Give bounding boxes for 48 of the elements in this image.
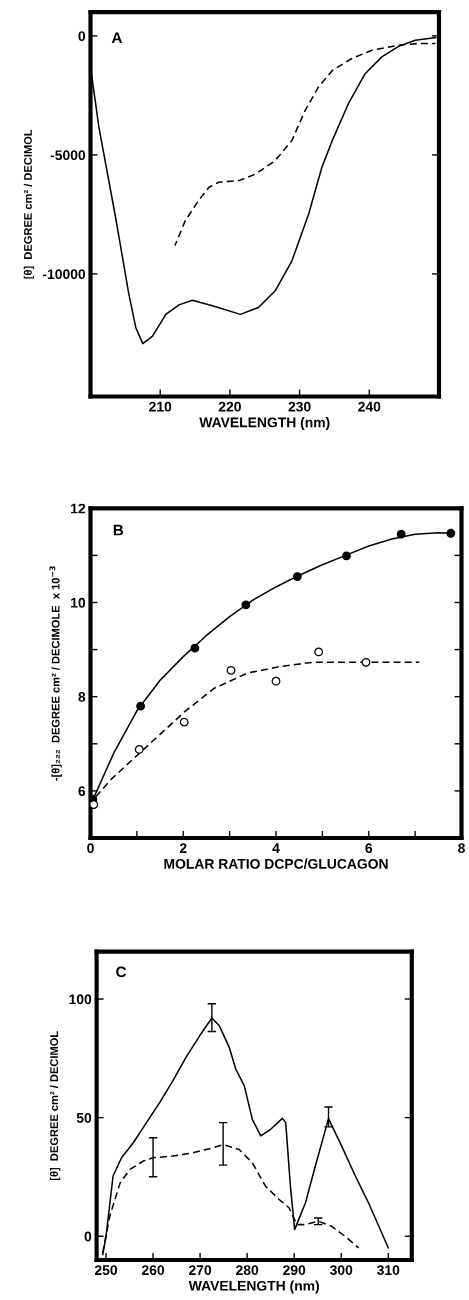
x-tick-label: 290 [283, 1265, 306, 1276]
x-tick-label: 6 [365, 843, 373, 854]
x-tick-label: 280 [236, 1265, 259, 1276]
y-axis-title: [θ] DEGREE cm² / DECIMOL [49, 1031, 61, 1181]
x-tick-label: 230 [288, 401, 311, 412]
x-axis-title: WAVELENGTH (nm) [188, 1280, 319, 1294]
annotation: B [113, 524, 124, 536]
x-axis-title: MOLAR RATIO DCPC/GLUCAGON [164, 858, 388, 869]
y-tick-label: -5000 [50, 150, 86, 161]
annotation: A [111, 32, 123, 43]
x-tick-label: 300 [329, 1265, 353, 1276]
x-tick-label: 270 [189, 1265, 212, 1276]
point [446, 528, 456, 538]
point [292, 572, 302, 582]
point [241, 600, 251, 610]
y-axis-title: [θ] DEGREE cm² / DECIMOL [23, 129, 35, 279]
y-tick-label: 50 [76, 1112, 92, 1123]
point [342, 551, 351, 561]
y-tick-label: -10000 [42, 269, 86, 280]
y-tick-label: 10 [71, 597, 86, 608]
y-axis-title: -[θ]₂₂₂ DEGREE cm² / DECIMOLE x 10$^{−3}$ [49, 566, 62, 781]
x-tick-label: 240 [358, 401, 381, 412]
point [190, 643, 200, 653]
x-tick-label: 4 [272, 843, 280, 853]
point [396, 529, 406, 539]
point [361, 657, 371, 667]
y-tick-label: 100 [69, 994, 92, 1005]
annotation: C [116, 966, 127, 978]
x-axis-title: WAVELENGTH (nm) [199, 417, 330, 431]
point [90, 800, 99, 809]
y-tick-label: 0 [84, 1231, 92, 1242]
x-tick-label: 8 [458, 843, 465, 854]
point [136, 701, 146, 711]
x-tick-label: 220 [218, 401, 241, 412]
point [179, 717, 189, 727]
point [226, 665, 236, 675]
x-tick-label: 2 [179, 843, 187, 853]
y-tick-label: 0 [78, 31, 86, 42]
point [314, 647, 324, 657]
x-tick-label: 310 [377, 1265, 400, 1276]
x-tick-label: 250 [94, 1265, 118, 1276]
x-tick-label: 210 [149, 401, 172, 412]
point [134, 745, 144, 754]
x-tick-label: 260 [141, 1265, 165, 1276]
y-tick-label: 8 [78, 692, 86, 702]
y-tick-label: 12 [71, 503, 86, 514]
y-tick-label: 6 [78, 786, 86, 797]
point [271, 676, 281, 686]
